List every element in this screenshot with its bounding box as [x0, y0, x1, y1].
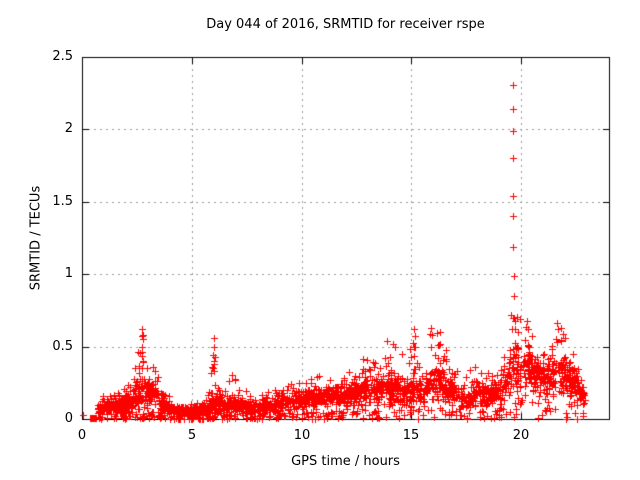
x-axis-label: GPS time / hours: [291, 454, 400, 469]
x-tick-label: 15: [402, 428, 420, 443]
x-tick-label: 0: [77, 428, 87, 443]
y-tick-label: 2: [64, 121, 73, 136]
x-tick-label: 5: [187, 428, 197, 443]
x-tick-label: 10: [293, 428, 311, 443]
y-tick-label: 1.5: [52, 194, 73, 209]
y-tick-label: 0: [64, 411, 73, 426]
y-tick-label: 2.5: [52, 49, 73, 64]
x-tick-label: 20: [512, 428, 530, 443]
y-tick-label: 1: [64, 266, 73, 281]
chart-title: Day 044 of 2016, SRMTID for receiver rsp…: [206, 17, 485, 32]
y-tick-label: 0.5: [52, 339, 73, 354]
